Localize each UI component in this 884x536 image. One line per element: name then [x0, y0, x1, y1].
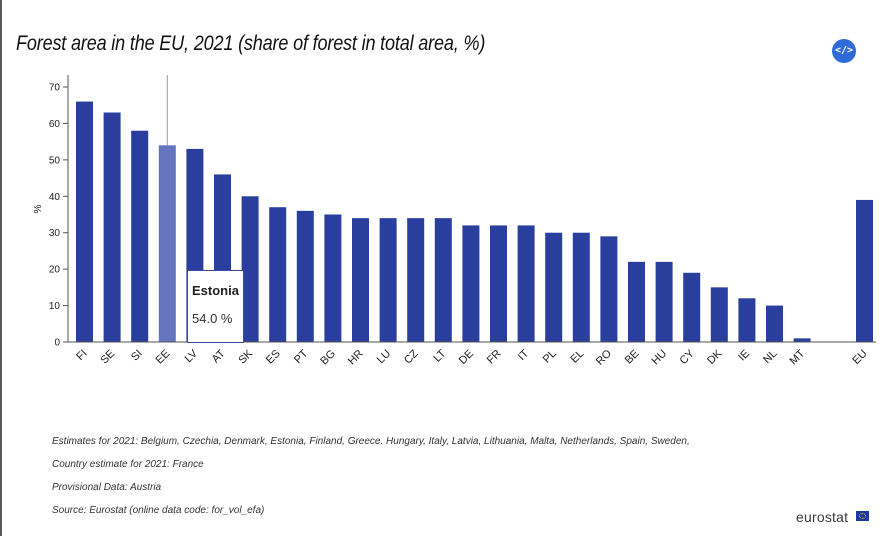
bar-it[interactable]: [517, 225, 535, 342]
x-tick-label: SE: [98, 348, 117, 367]
tooltip-country: Estonia: [192, 283, 239, 298]
x-tick-label: CY: [678, 347, 698, 367]
y-axis-label: %: [33, 204, 44, 213]
bar-es[interactable]: [269, 207, 287, 342]
x-tick-label: FR: [485, 348, 504, 367]
x-tick-label: NL: [761, 348, 779, 366]
bar-bg[interactable]: [324, 214, 342, 343]
x-tick-label: HU: [649, 348, 669, 368]
tooltip: Estonia 54.0 %: [187, 270, 244, 343]
bar-ee[interactable]: [158, 145, 176, 342]
x-tick-label: DK: [705, 347, 725, 367]
x-tick-label: EU: [850, 348, 869, 367]
note-provisional: Provisional Data: Austria: [52, 482, 162, 493]
bar-se[interactable]: [103, 112, 121, 343]
bar-be[interactable]: [628, 261, 645, 342]
x-tick-label: CZ: [402, 347, 421, 366]
x-tick-label: SK: [236, 347, 255, 366]
x-tick-label: ES: [264, 348, 283, 367]
eu-flag-icon: [856, 511, 869, 521]
x-tick-label: FI: [74, 348, 89, 363]
bar-nl[interactable]: [766, 305, 783, 342]
x-tick-label: EL: [568, 348, 586, 366]
x-tick-label: LT: [431, 347, 448, 364]
y-axis: 0 10 20 30 40 50 60 70: [49, 75, 69, 349]
y-tick-label: 40: [49, 192, 61, 203]
bar-si[interactable]: [131, 130, 149, 342]
note-country-estimate: Country estimate for 2021: France: [52, 459, 204, 470]
y-tick-label: 50: [49, 155, 61, 166]
bar-lu[interactable]: [379, 218, 397, 342]
x-tick-label: PL: [541, 348, 559, 366]
x-tick-label: IE: [736, 348, 752, 364]
left-border: [0, 0, 2, 536]
chart-title: Forest area in the EU, 2021 (share of fo…: [16, 32, 486, 55]
x-tick-label: LV: [183, 347, 201, 365]
bar-pt[interactable]: [296, 210, 314, 342]
bar-el[interactable]: [572, 232, 590, 342]
y-tick-label: 70: [49, 83, 61, 94]
eurostat-logo: eurostat: [796, 509, 849, 525]
x-tick-label: IT: [516, 347, 532, 363]
x-tick-label: DE: [457, 348, 476, 367]
x-tick-label: BG: [318, 348, 338, 368]
bar-lt[interactable]: [434, 218, 452, 342]
bar-de[interactable]: [462, 225, 480, 342]
bar-ro[interactable]: [600, 236, 618, 342]
x-tick-label: SI: [129, 348, 145, 364]
bar-cz[interactable]: [407, 218, 425, 342]
x-tick-label: AT: [210, 347, 228, 365]
x-tick-label: HR: [346, 348, 366, 368]
bar-mt[interactable]: [793, 338, 811, 342]
bar-eu[interactable]: [856, 199, 873, 342]
tooltip-value: 54.0 %: [192, 311, 233, 326]
note-source: Source: Eurostat (online data code: for_…: [52, 505, 265, 516]
bar-fi[interactable]: [76, 101, 93, 342]
bar-cy[interactable]: [683, 272, 701, 342]
y-tick-label: 20: [49, 265, 61, 276]
x-tick-label: BE: [623, 348, 642, 367]
bars: [76, 75, 873, 342]
y-tick-label: 60: [49, 119, 61, 130]
y-tick-label: 30: [49, 228, 61, 239]
bar-pl[interactable]: [545, 232, 563, 342]
bar-dk[interactable]: [710, 287, 728, 342]
x-axis-labels: FI SE SI EE LV AT SK ES PT BG HR LU CZ LT DE FR IT PL EL RO…: [68, 341, 876, 368]
x-tick-label: PT: [292, 347, 311, 366]
bar-fr[interactable]: [490, 225, 507, 342]
x-tick-label: LU: [375, 348, 393, 366]
bar-hr[interactable]: [352, 218, 369, 342]
bar-ie[interactable]: [738, 298, 756, 342]
footnotes: Estimates for 2021: Belgium, Czechia, De…: [52, 436, 690, 528]
bar-hu[interactable]: [655, 261, 673, 342]
note-estimates: Estimates for 2021: Belgium, Czechia, De…: [52, 436, 690, 447]
y-tick-label: 10: [49, 301, 61, 312]
x-tick-label: RO: [594, 347, 614, 367]
bar-sk[interactable]: [241, 196, 259, 342]
x-tick-label: EE: [154, 348, 173, 367]
y-tick-label: 0: [54, 338, 60, 349]
embed-code-button[interactable]: </>: [832, 39, 856, 63]
x-tick-label: MT: [787, 347, 807, 367]
